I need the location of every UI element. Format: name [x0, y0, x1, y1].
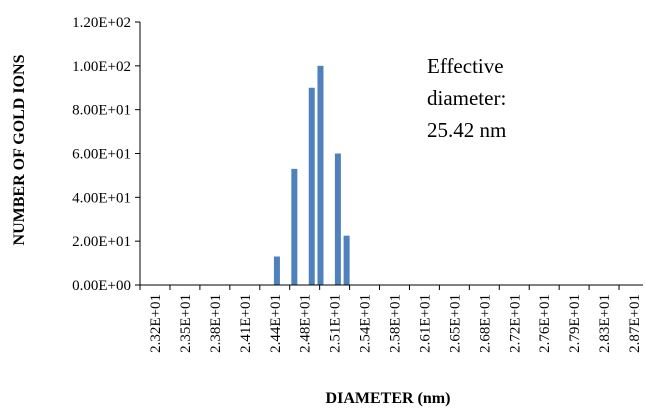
- x-tick-label: 2.48E+01: [298, 294, 314, 353]
- bar: [291, 168, 298, 285]
- x-tick-label: 2.32E+01: [148, 294, 164, 353]
- x-tick-label: 2.72E+01: [507, 294, 523, 353]
- annotation-line-2: diameter:: [427, 86, 506, 110]
- y-tick-label: 0.00E+00: [72, 278, 131, 294]
- x-tick-label: 2.61E+01: [417, 294, 433, 353]
- bar: [334, 153, 341, 285]
- y-axis-title: NUMBER OF GOLD IONS: [11, 54, 28, 245]
- y-tick-label: 1.00E+02: [72, 59, 131, 75]
- x-axis: 2.32E+01 2.35E+01 2.38E+01 2.41E+01 2.44E+01…: [139, 285, 643, 353]
- bar: [273, 256, 280, 285]
- x-tick-label: 2.58E+01: [388, 294, 404, 353]
- x-tick-label: 2.87E+01: [627, 294, 643, 353]
- x-tick-label: 2.38E+01: [208, 294, 224, 353]
- x-tick-label: 2.35E+01: [178, 294, 194, 353]
- bar: [343, 235, 350, 285]
- x-tick-label: 2.76E+01: [537, 294, 553, 353]
- x-tick-label: 2.79E+01: [567, 294, 583, 353]
- bar: [317, 65, 324, 285]
- y-tick-label: 4.00E+01: [72, 190, 131, 206]
- x-tick-label: 2.41E+01: [238, 294, 254, 353]
- y-axis: 0.00E+00 2.00E+01 4.00E+01 6.00E+01 8.00E+01…: [72, 15, 140, 294]
- bar-series: [273, 65, 350, 285]
- x-tick-label: 2.65E+01: [447, 294, 463, 353]
- y-tick-label: 8.00E+01: [72, 103, 131, 119]
- y-axis-label: NUMBER OF GOLD IONS: [11, 54, 28, 245]
- y-tick-label: 1.20E+02: [72, 15, 131, 31]
- x-tick-label: 2.44E+01: [268, 294, 284, 353]
- effective-diameter-annotation: Effective diameter: 25.42 nm: [427, 54, 506, 142]
- x-tick-label: 2.51E+01: [328, 294, 344, 353]
- bar: [308, 87, 315, 285]
- x-tick-label: 2.54E+01: [358, 294, 374, 353]
- annotation-line-1: Effective: [427, 54, 504, 78]
- y-tick-label: 2.00E+01: [72, 234, 131, 250]
- x-tick-label: 2.68E+01: [477, 294, 493, 353]
- annotation-line-3: 25.42 nm: [427, 118, 506, 142]
- y-tick-label: 6.00E+01: [72, 147, 131, 163]
- x-tick-label: 2.83E+01: [597, 294, 613, 353]
- x-axis-label: DIAMETER (nm): [326, 390, 451, 407]
